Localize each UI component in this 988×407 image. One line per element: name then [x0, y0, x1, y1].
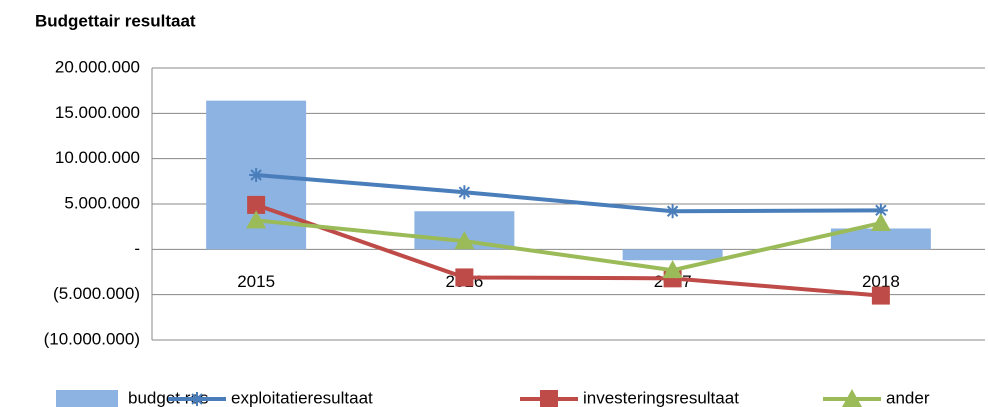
marker	[457, 185, 472, 200]
bar	[622, 249, 723, 261]
y-tick-label: (10.000.000)	[44, 329, 140, 348]
line	[255, 218, 882, 273]
legend-label: ander	[886, 388, 930, 407]
marker	[871, 286, 890, 305]
legend-label: investeringsresultaat	[583, 388, 739, 407]
line	[255, 203, 882, 298]
legend-swatch	[56, 390, 118, 407]
line	[255, 172, 881, 214]
x-tick-label: 2018	[862, 272, 900, 291]
y-tick-label: 15.000.000	[55, 103, 140, 122]
marker	[870, 213, 891, 232]
y-tick-label: 5.000.000	[64, 193, 140, 212]
marker	[455, 268, 474, 287]
y-tick-label: (5.000.000)	[53, 284, 140, 303]
y-tick-label: 20.000.000	[55, 57, 140, 76]
bar	[830, 228, 931, 250]
marker	[246, 210, 267, 229]
y-tick-label: -	[134, 239, 140, 258]
marker	[249, 167, 264, 182]
marker	[454, 231, 475, 250]
marker	[662, 260, 683, 279]
legend-marker	[190, 392, 204, 406]
legend-label: exploitatieresultaat	[231, 388, 373, 407]
marker	[247, 195, 266, 214]
marker	[665, 204, 680, 219]
chart-title: Budgettair resultaat	[35, 11, 196, 30]
y-tick-label: 10.000.000	[55, 148, 140, 167]
legend-marker	[540, 390, 558, 407]
legend-marker	[842, 389, 862, 407]
marker	[873, 203, 888, 218]
x-tick-label: 2015	[237, 272, 275, 291]
